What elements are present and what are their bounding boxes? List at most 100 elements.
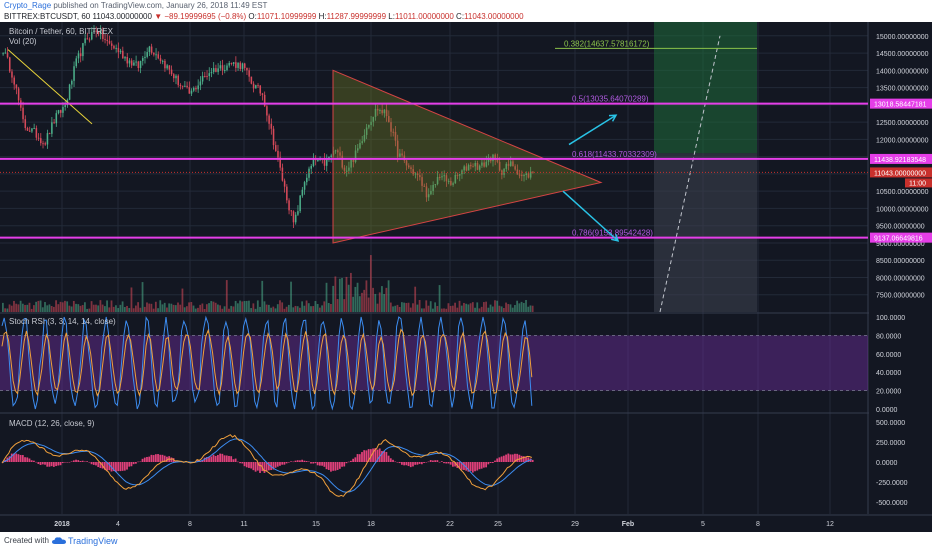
candle-body (430, 190, 432, 195)
macd-histogram-bar (432, 460, 434, 462)
volume-bar (152, 308, 155, 312)
candle-body (472, 166, 474, 168)
candle-body (505, 163, 508, 169)
volume-bar (522, 302, 525, 312)
macd-histogram-bar (465, 462, 468, 471)
candle-body (82, 43, 84, 57)
candle-body (496, 159, 499, 162)
volume-bar (212, 301, 215, 312)
candle-body (450, 180, 452, 185)
volume-bar (132, 308, 135, 312)
candle-body (90, 31, 93, 40)
volume-bar (520, 301, 523, 312)
macd-histogram-bar (323, 462, 326, 467)
candle-body (239, 62, 242, 69)
macd-histogram-bar (429, 460, 432, 462)
macd-histogram-bar (77, 460, 80, 462)
candle-body (279, 157, 281, 168)
candle-body (252, 83, 255, 89)
volume-bar (97, 305, 100, 312)
volume-bar (259, 306, 261, 312)
macd-histogram-bar (374, 448, 377, 462)
candle-body (77, 53, 80, 59)
publisher-name[interactable]: Crypto_Rage (4, 1, 52, 10)
volume-bar (478, 308, 481, 312)
macd-histogram-bar (143, 457, 146, 462)
rsi-tick-label: 0.0000 (876, 407, 898, 414)
macd-histogram-bar (50, 462, 53, 467)
volume-bar (367, 297, 370, 312)
volume-bar (194, 308, 197, 312)
volume-bar (483, 302, 485, 312)
volume-bar (265, 304, 268, 312)
volume-bar (64, 300, 66, 312)
volume-bar (474, 307, 476, 312)
macd-histogram-bar (279, 462, 281, 466)
volume-bar (301, 301, 304, 312)
volume-bar (420, 308, 423, 312)
candle-body (310, 165, 313, 169)
candle-body (26, 127, 29, 131)
volume-bar (232, 306, 235, 312)
volume-bar (471, 302, 474, 312)
candle-body (126, 56, 129, 64)
volume-bar (272, 306, 275, 312)
macd-histogram-bar (152, 455, 155, 462)
macd-histogram-bar (108, 462, 111, 471)
rsi-tick-label: 100.0000 (876, 315, 905, 322)
candle-body (525, 173, 528, 176)
time-tick-label: 18 (367, 521, 375, 528)
candle-body (516, 169, 519, 175)
volume-bar (385, 287, 388, 312)
candle-body (407, 165, 410, 168)
candle-body (59, 110, 62, 113)
volume-bar (210, 301, 213, 312)
volume-bar (438, 285, 441, 312)
volume-bar (106, 300, 108, 312)
macd-histogram-bar (150, 454, 153, 462)
candle-body (31, 128, 33, 132)
macd-histogram-bar (389, 458, 392, 462)
volume-bar (527, 306, 530, 312)
macd-histogram-bar (30, 460, 33, 462)
low-label: L: (388, 12, 395, 21)
macd-histogram-bar (509, 454, 512, 462)
macd-histogram-bar (228, 455, 230, 462)
volume-bar (59, 301, 62, 312)
macd-histogram-bar (66, 462, 69, 463)
time-axis: 2018 4 8 11 15 18 22 25 29 Feb 5 8 12 (0, 514, 932, 532)
candle-body (71, 80, 73, 85)
candle-body (124, 56, 126, 59)
volume-bar (263, 301, 266, 312)
volume-bar (221, 308, 224, 312)
volume-bar (130, 287, 133, 312)
volume-bar (208, 303, 210, 312)
volume-bar (321, 305, 323, 312)
macd-histogram-bar (35, 461, 38, 463)
macd-histogram-bar (487, 462, 490, 465)
volume-bar (79, 305, 82, 312)
candle-body (161, 60, 164, 62)
volume-bar (427, 305, 430, 312)
macd-histogram-bar (365, 450, 368, 462)
macd-histogram-bar (392, 459, 394, 462)
candle-body (441, 176, 443, 178)
volume-bar (219, 305, 222, 312)
macd-histogram-bar (61, 462, 64, 464)
macd-histogram-bar (418, 462, 421, 464)
macd-histogram-bar (90, 462, 93, 465)
candle-body (230, 63, 233, 65)
volume-bar (485, 301, 488, 312)
macd-histogram-bar (518, 454, 521, 462)
macd-histogram-bar (498, 457, 501, 462)
candle-body (297, 211, 299, 215)
macd-histogram-bar (511, 454, 514, 462)
macd-histogram-bar (343, 462, 346, 467)
macd-histogram-bar (268, 462, 270, 471)
volume-bar (230, 305, 233, 312)
volume-bar (225, 280, 228, 312)
trading-chart[interactable]: 0.382(14637.57816172) 0.5(13035.64070289)… (0, 22, 932, 532)
tradingview-brand[interactable]: TradingView (68, 536, 118, 546)
position-stop-zone (654, 153, 757, 312)
macd-histogram-bar (236, 461, 239, 463)
